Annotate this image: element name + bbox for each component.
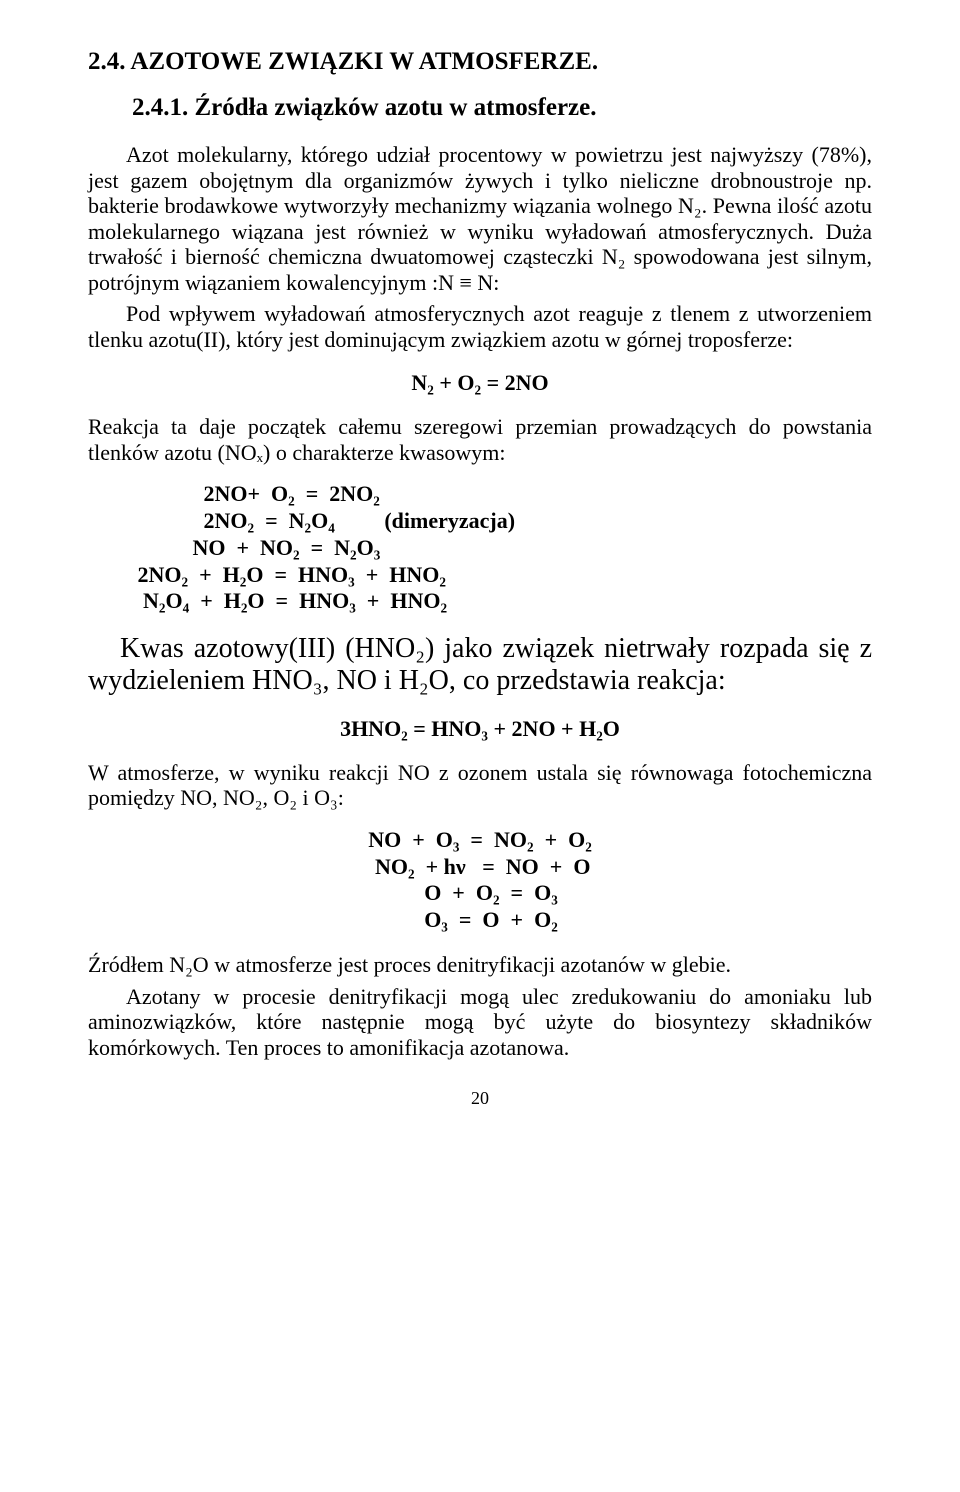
page-number: 20	[88, 1088, 872, 1109]
paragraph-6: Azotany w procesie denitryfikacji mogą u…	[88, 984, 872, 1061]
eq-line: NO₂ + hν = NO + O	[88, 854, 872, 881]
equation-2: 3HNO₂ = HNO₃ + 2NO + H₂O	[88, 716, 872, 742]
large-paragraph: Kwas azotowy(III) (HNO₂) jako związek ni…	[88, 633, 872, 697]
section-heading: 2.4. AZOTOWE ZWIĄZKI W ATMOSFERZE.	[88, 48, 872, 76]
paragraph-1: Azot molekularny, którego udział procent…	[88, 142, 872, 295]
document-page: 2.4. AZOTOWE ZWIĄZKI W ATMOSFERZE. 2.4.1…	[0, 0, 960, 1492]
paragraph-5: Źródłem N₂O w atmosferze jest proces den…	[88, 952, 872, 978]
equation-1: N₂ + O₂ = 2NO	[88, 370, 872, 396]
equation-block-2: NO + O₃ = NO₂ + O₂ NO₂ + hν = NO + O O +…	[88, 827, 872, 934]
paragraph-2: Pod wpływem wyładowań atmosferycznych az…	[88, 301, 872, 352]
eq-line: 2NO+ O₂ = 2NO₂	[88, 481, 872, 508]
eq-line: O + O₂ = O₃	[88, 880, 872, 907]
eq-line: O₃ = O + O₂	[88, 907, 872, 934]
eq-line: NO + NO₂ = N₂O₃	[88, 535, 872, 562]
eq-line: N₂O₄ + H₂O = HNO₃ + HNO₂	[88, 588, 872, 615]
eq-line: 2NO₂ = N₂O₄ (dimeryzacja)	[88, 508, 872, 535]
paragraph-4: W atmosferze, w wyniku reakcji NO z ozon…	[88, 760, 872, 811]
eq-line: NO + O₃ = NO₂ + O₂	[88, 827, 872, 854]
eq-line: 2NO₂ + H₂O = HNO₃ + HNO₂	[88, 562, 872, 589]
sub-heading: 2.4.1. Źródła związków azotu w atmosferz…	[88, 94, 872, 122]
equation-block-1: 2NO+ O₂ = 2NO₂ 2NO₂ = N₂O₄ (dimeryzacja)…	[88, 481, 872, 615]
paragraph-3: Reakcja ta daje początek całemu szeregow…	[88, 414, 872, 465]
